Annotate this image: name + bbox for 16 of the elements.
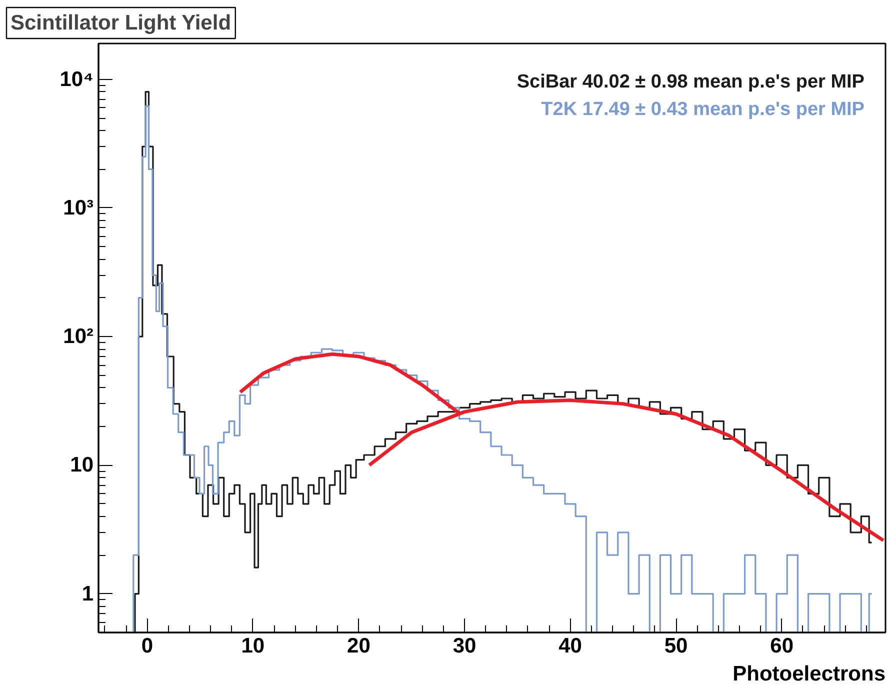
y-tick-label: 10 — [70, 454, 94, 477]
x-tick-label: 30 — [452, 634, 476, 658]
x-axis-title: Photoelectrons — [732, 662, 886, 686]
y-tick-label: 10² — [63, 325, 94, 348]
text: SciBar 40.02 ± 0.98 mean p.e's per MIP — [516, 71, 865, 92]
x-tick-label: 60 — [770, 634, 794, 658]
x-tick-label: 0 — [141, 634, 154, 658]
y-tick-label: 10⁴ — [60, 68, 94, 91]
x-tick-label: 40 — [558, 634, 582, 658]
text: T2K 17.49 ± 0.43 mean p.e's per MIP — [541, 98, 865, 120]
x-tick-label: 20 — [347, 634, 370, 658]
x-tick-label: 50 — [664, 634, 688, 658]
chart-title: Scintillator Light Yield — [10, 12, 232, 34]
y-tick-label: 10³ — [63, 196, 94, 220]
y-tick-label: 1 — [82, 582, 94, 606]
x-tick-label: 10 — [241, 634, 265, 658]
